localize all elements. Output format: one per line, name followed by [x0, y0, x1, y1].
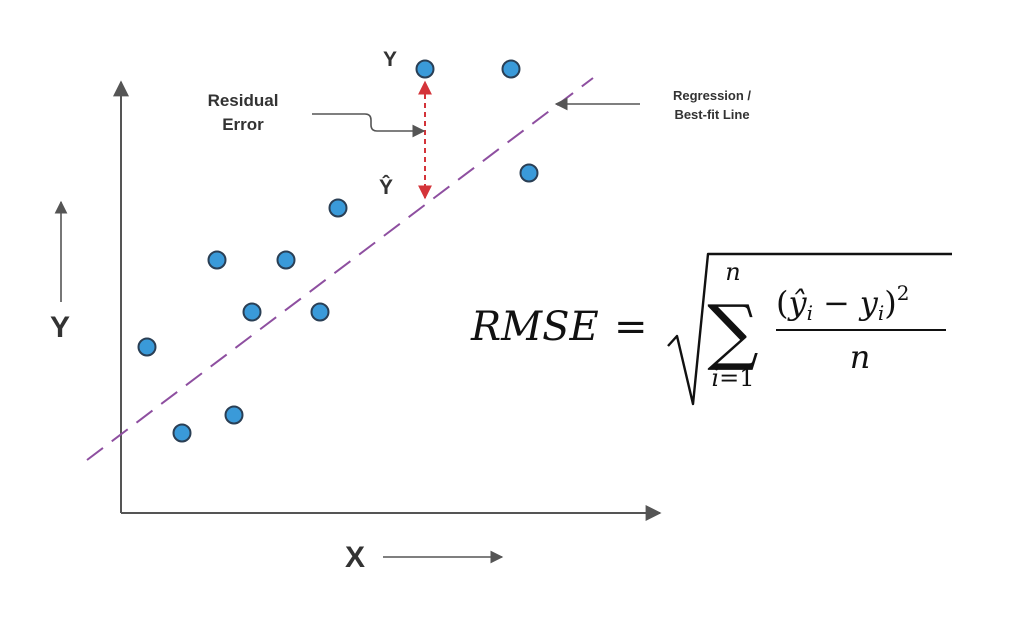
residual-pointer-arrow — [312, 113, 426, 138]
data-point — [310, 302, 330, 322]
data-points — [137, 59, 539, 443]
residual-label-line2: Error — [222, 115, 264, 134]
regression-label-line2: Best-fit Line — [674, 107, 749, 122]
y-axis-label: Y — [50, 311, 70, 344]
formula-denominator: n — [850, 338, 871, 376]
data-point — [328, 198, 348, 218]
residual-label-line1: Residual — [208, 91, 279, 110]
data-point — [242, 302, 262, 322]
sqrt-sign — [667, 252, 952, 406]
data-point — [415, 59, 435, 79]
rmse-formula: RMSE = ∑ n i=1 (ŷi − yi)2 n — [470, 252, 952, 406]
data-point — [224, 405, 244, 425]
data-point — [172, 423, 192, 443]
formula-lhs: RMSE — [470, 304, 599, 350]
y-hat-label: Ŷ — [379, 175, 393, 199]
data-point — [276, 250, 296, 270]
y-actual-label: Y — [383, 48, 397, 71]
sum-upper-limit: n — [725, 258, 740, 286]
data-point — [501, 59, 521, 79]
data-point — [207, 250, 227, 270]
data-point — [519, 163, 539, 183]
regression-label-line1: Regression / — [673, 88, 751, 103]
formula-numerator: (ŷi − yi)2 — [776, 281, 909, 325]
sum-sigma: ∑ — [707, 289, 758, 373]
sum-lower-limit: i=1 — [711, 364, 754, 392]
regression-line — [86, 77, 594, 461]
data-point — [137, 337, 157, 357]
formula-equals: = — [614, 304, 648, 350]
x-axis-label: X — [345, 541, 365, 574]
